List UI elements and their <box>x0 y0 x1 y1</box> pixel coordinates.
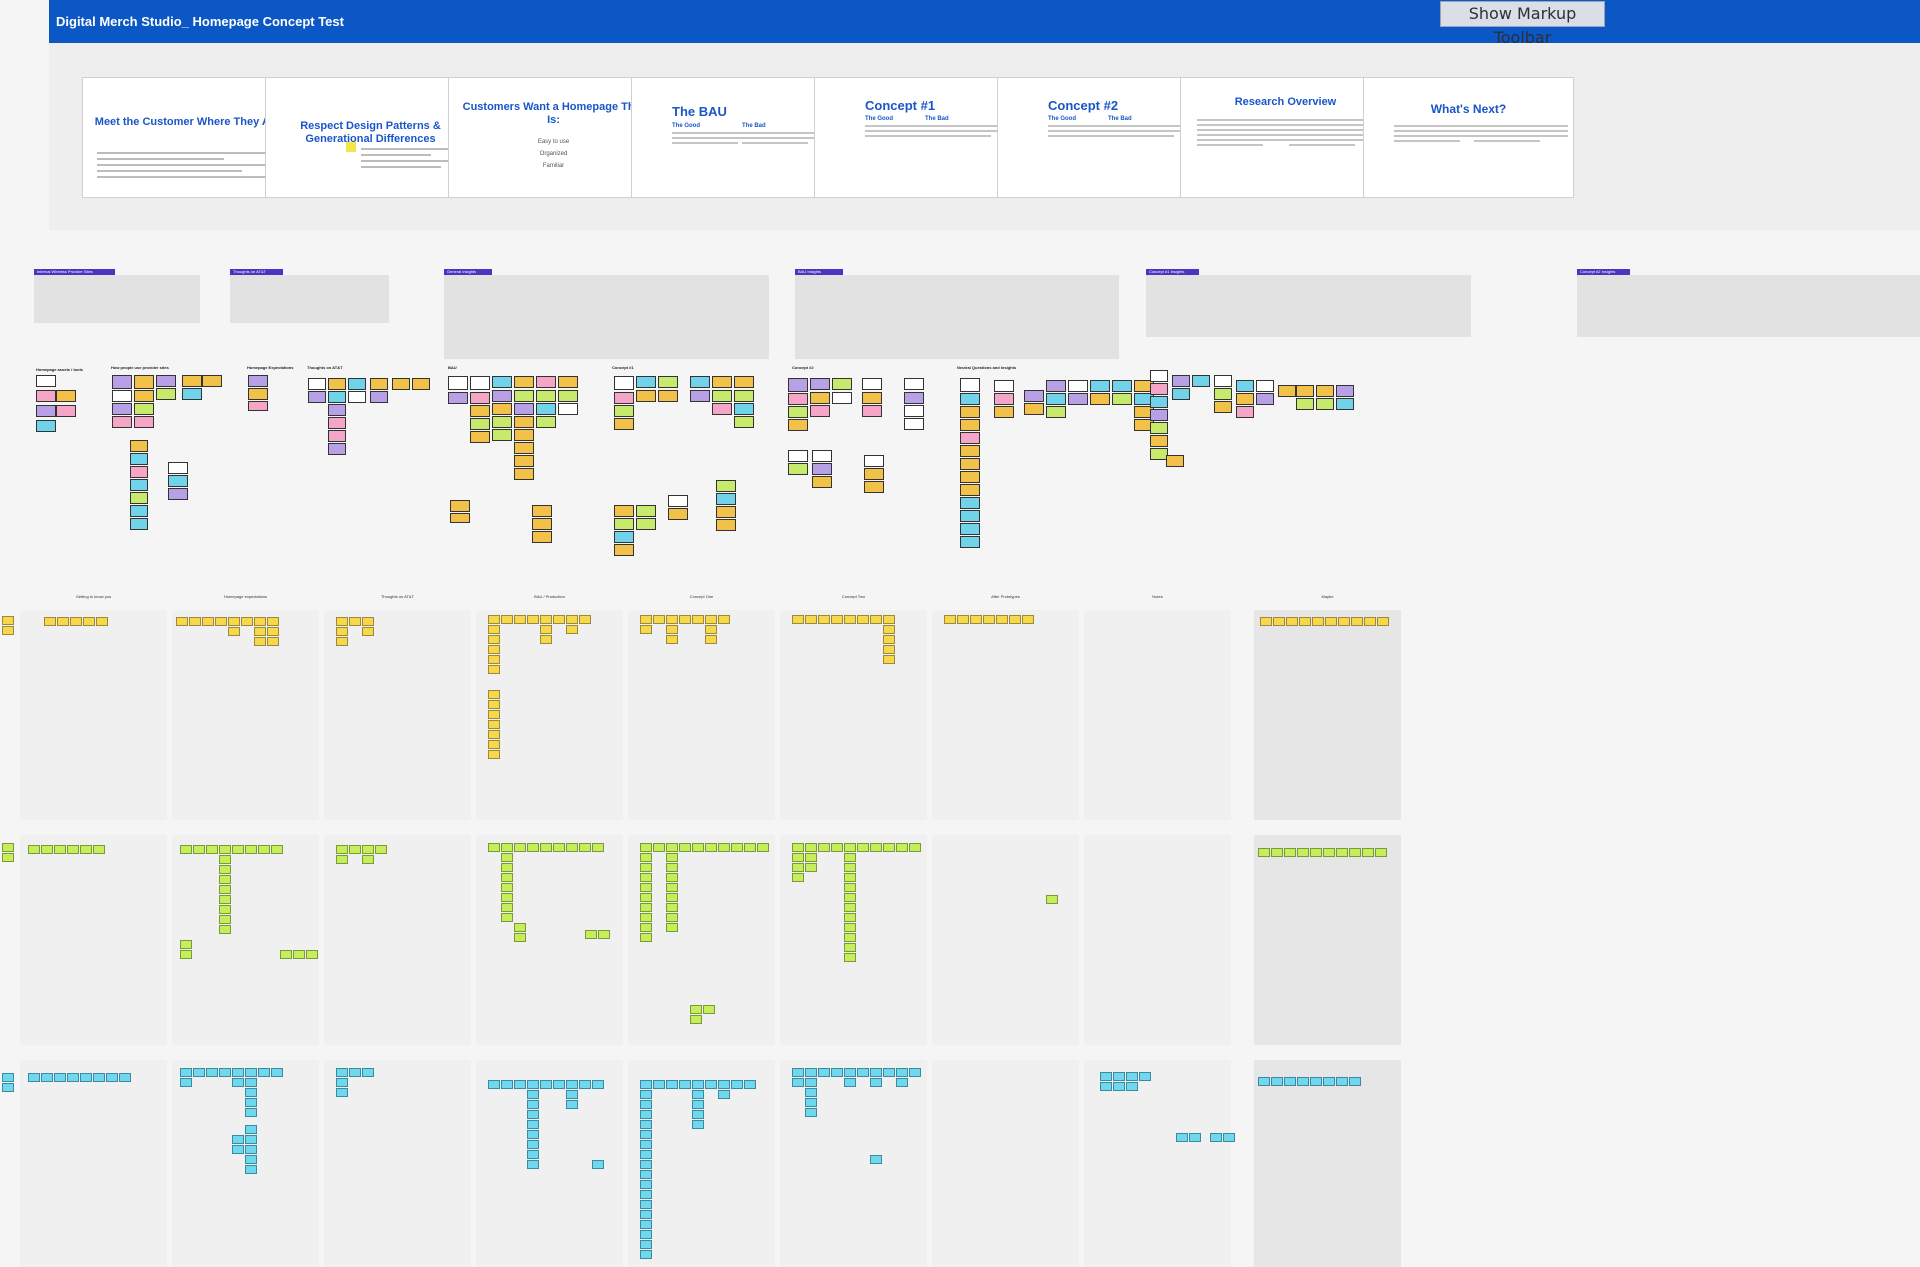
slide-column-heading: The Good <box>1048 116 1076 122</box>
lane-column-header: Maybe <box>1321 594 1334 599</box>
insight-panel[interactable]: Thoughts on AT&T <box>230 269 389 323</box>
lane-column[interactable]: Thoughts on AT&T <box>324 594 471 820</box>
lane-column[interactable]: Concept One <box>628 594 775 820</box>
cluster-label: Homepage Expectations <box>247 365 294 370</box>
cluster-label: BAU <box>448 365 457 370</box>
slide-card[interactable]: Concept #2 The Good The Bad <box>997 77 1208 198</box>
lane-column-header: Notes <box>1152 594 1163 599</box>
lane-column-header: Concept Two <box>841 594 866 599</box>
slide-list-item: Organized <box>539 151 568 157</box>
lane-column[interactable]: Concept Two <box>780 594 927 820</box>
insight-panel-header: BAU Insights <box>795 269 843 275</box>
slide-card[interactable]: What's Next? <box>1363 77 1574 198</box>
slide-title: Meet the Customer Where They Are <box>94 116 281 128</box>
insight-panel[interactable]: General Insights <box>444 269 769 359</box>
insight-panel[interactable]: Concept #1 Insights <box>1146 269 1471 337</box>
slide-column <box>1197 116 1292 149</box>
slide-title: Respect Design Patterns & Generational D… <box>300 120 441 145</box>
insight-panel[interactable]: BAU Insights <box>795 269 1119 359</box>
insight-panel-header: General Insights <box>444 269 492 275</box>
lane-column[interactable] <box>932 1060 1079 1267</box>
lane-column-header: Thoughts on AT&T <box>380 594 415 599</box>
cluster-label: How people use provider sites <box>111 365 169 370</box>
lane-column-header: BAU / Production <box>534 594 565 599</box>
lane-column-header: Homepage expectations <box>223 594 268 599</box>
slide-strip: Meet the Customer Where They Are Respect… <box>49 43 1920 230</box>
slide-column-bad: The Bad <box>925 116 1020 140</box>
slide-title: Customers Want a Homepage That Is: <box>462 101 645 126</box>
show-markup-toolbar-button[interactable]: Show Markup Toolbar <box>1440 1 1605 47</box>
lane-column[interactable] <box>476 835 623 1045</box>
insight-panel-header: Concept #2 Insights <box>1577 269 1630 275</box>
slide-column-heading: The Bad <box>742 123 766 129</box>
insight-panel[interactable]: Internal Wireless Provider Sites <box>34 269 200 323</box>
slide-column <box>1289 116 1384 149</box>
sticky-note <box>346 142 356 152</box>
cluster-label: Concept #1 <box>612 365 634 370</box>
slide-list-item: Easy to use <box>537 139 570 145</box>
lane-column[interactable] <box>932 835 1079 1045</box>
insight-panel-header: Concept #1 Insights <box>1146 269 1199 275</box>
slide-list-item: Familiar <box>542 163 565 169</box>
slide-column-good: The Good <box>672 123 767 147</box>
slide-list: Easy to use Organized Familiar <box>449 136 658 172</box>
cluster-label: Neutral Questions and Insights <box>957 365 1017 370</box>
lane-column[interactable] <box>1084 835 1231 1045</box>
slide-column-heading: The Bad <box>1108 116 1132 122</box>
slide-card[interactable]: Customers Want a Homepage That Is: Easy … <box>448 77 659 198</box>
lane-column[interactable]: Homepage expectations <box>172 594 319 820</box>
lane-column[interactable] <box>20 835 167 1045</box>
insight-panel-header: Thoughts on AT&T <box>230 269 283 275</box>
slide-title: What's Next? <box>1430 102 1507 116</box>
lane-column[interactable]: Getting to know you <box>20 594 167 820</box>
slide-column-bad: The Bad <box>1108 116 1203 140</box>
lane-column[interactable] <box>1254 835 1401 1045</box>
lane-column[interactable] <box>1084 1060 1231 1267</box>
lane-column[interactable]: Notes <box>1084 594 1231 820</box>
lane-column[interactable] <box>172 835 319 1045</box>
slide-column <box>1474 122 1569 145</box>
lane-column[interactable] <box>324 1060 471 1267</box>
slide-body <box>97 148 278 182</box>
slide-column-heading: The Good <box>865 116 893 122</box>
lane-column[interactable] <box>324 835 471 1045</box>
slide-card[interactable]: Research Overview <box>1180 77 1391 198</box>
lane-column[interactable] <box>20 1060 167 1267</box>
slide-card[interactable]: Meet the Customer Where They Are <box>82 77 293 198</box>
cluster-label: Homepage assets / tools <box>36 367 83 372</box>
slide-column-heading: The Good <box>672 123 700 129</box>
slide-column-good: The Good <box>865 116 960 140</box>
slide-title: Research Overview <box>1234 96 1337 108</box>
slide-column-good: The Good <box>1048 116 1143 140</box>
slide-card[interactable]: The BAU The Good The Bad <box>631 77 842 198</box>
lane-column[interactable]: After Prototypes <box>932 594 1079 820</box>
slide-card[interactable]: Respect Design Patterns & Generational D… <box>265 77 476 198</box>
lane-column-header: Concept One <box>689 594 714 599</box>
slide-title: Concept #1 <box>865 98 936 113</box>
slide-column-bad: The Bad <box>742 123 837 147</box>
board-title: Digital Merch Studio_ Homepage Concept T… <box>56 14 344 29</box>
lane-column-header: Getting to know you <box>75 594 112 599</box>
cluster-label: Thoughts on AT&T <box>307 365 343 370</box>
insight-panel-header: Internal Wireless Provider Sites <box>34 269 115 275</box>
slide-column <box>1394 122 1489 145</box>
insight-panel[interactable]: Concept #2 Insights <box>1577 269 1920 337</box>
slide-body <box>361 144 461 172</box>
board-header: Digital Merch Studio_ Homepage Concept T… <box>49 0 1920 43</box>
slide-title: The BAU <box>672 104 727 119</box>
lane-column[interactable]: BAU / Production <box>476 594 623 820</box>
slide-card[interactable]: Concept #1 The Good The Bad <box>814 77 1025 198</box>
lane-column[interactable] <box>780 1060 927 1267</box>
lane-column-header: After Prototypes <box>991 594 1020 599</box>
lane-column[interactable] <box>1254 1060 1401 1267</box>
slide-column-heading: The Bad <box>925 116 949 122</box>
slide-title: Concept #2 <box>1048 98 1119 113</box>
cluster-label: Concept #2 <box>792 365 814 370</box>
lane-column[interactable]: Maybe <box>1254 594 1401 820</box>
